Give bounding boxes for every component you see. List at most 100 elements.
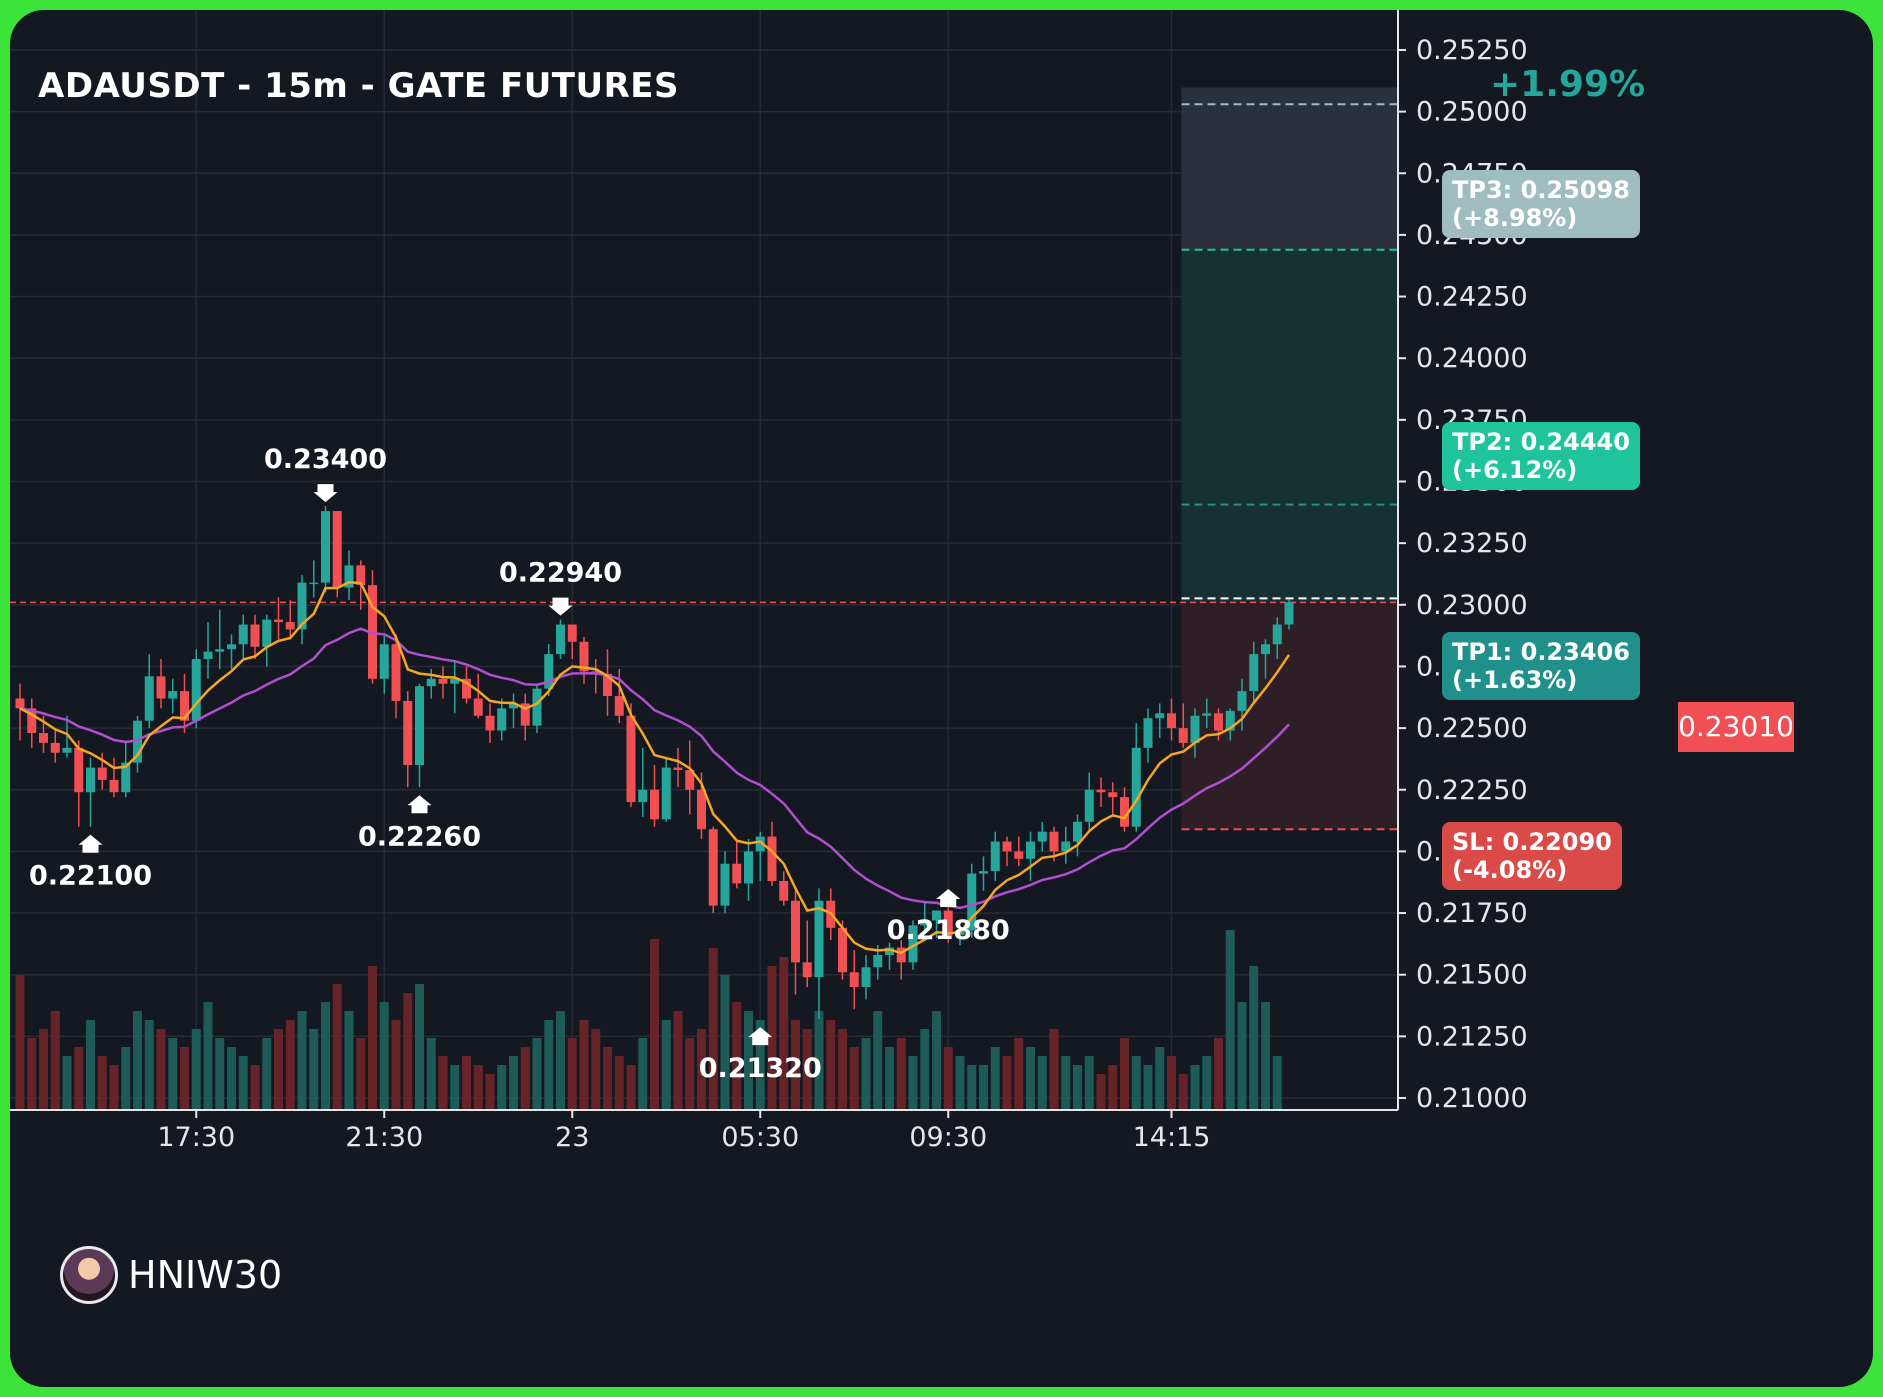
candle-body xyxy=(1096,789,1106,793)
volume-bar xyxy=(744,1011,753,1110)
candle-body xyxy=(697,789,706,830)
volume-bar xyxy=(1167,1056,1176,1110)
y-tick-label: 0.21000 xyxy=(1416,1083,1528,1114)
volume-bar xyxy=(932,1011,941,1110)
change-percent: +1.99% xyxy=(1490,64,1646,105)
volume-bar xyxy=(168,1038,178,1110)
volume-bar xyxy=(39,1029,48,1110)
volume-bar xyxy=(156,1029,166,1110)
volume-bar xyxy=(1131,1056,1141,1110)
candle xyxy=(603,649,612,716)
candle xyxy=(650,765,659,827)
tp1-label: TP1: 0.23406 (+1.63%) xyxy=(1442,632,1640,700)
candle-body xyxy=(426,678,436,687)
annotation-label: 0.22940 xyxy=(499,558,622,589)
candle xyxy=(708,826,718,914)
volume-bar xyxy=(920,1029,930,1110)
volume-bar xyxy=(1108,1065,1118,1110)
volume-bar xyxy=(344,1011,354,1110)
candle-body xyxy=(990,841,1000,872)
volume-bar xyxy=(356,1038,366,1110)
candle xyxy=(285,599,295,640)
candle xyxy=(638,747,648,817)
swing-annotation: 0.22940 xyxy=(499,558,622,616)
volume-bar xyxy=(321,1002,330,1110)
volume-bar xyxy=(1202,1056,1212,1110)
candle-body xyxy=(755,836,765,852)
candle xyxy=(133,715,142,773)
candle-body xyxy=(920,920,930,926)
x-tick-label: 05:30 xyxy=(721,1122,799,1153)
candle xyxy=(1131,723,1141,832)
candle-body xyxy=(438,678,448,684)
volume-bar xyxy=(1084,1056,1094,1110)
annotation-label: 0.22260 xyxy=(358,821,481,852)
candle-body xyxy=(1225,710,1235,731)
candle-body xyxy=(1002,841,1012,852)
candle xyxy=(755,831,765,881)
candle xyxy=(791,888,800,995)
tp2-percent: (+6.12%) xyxy=(1452,456,1578,484)
candle-body xyxy=(650,789,659,820)
volume-bar xyxy=(109,1065,119,1110)
candlestick-chart[interactable]: 0.22100 0.23400 0.22260 0.22940 0.21320 0.218… xyxy=(10,10,1873,1387)
candle-body xyxy=(144,676,154,721)
candle xyxy=(920,900,930,931)
candle xyxy=(462,666,471,704)
volume-bar xyxy=(591,1029,601,1110)
sl-label: SL: 0.22090 (-4.08%) xyxy=(1442,822,1622,890)
candle-body xyxy=(321,511,330,583)
candle xyxy=(379,634,389,694)
volume-bar xyxy=(462,1056,471,1110)
candle-body xyxy=(309,582,319,585)
tp1-zone xyxy=(1181,504,1398,603)
moving-averages xyxy=(19,581,1291,955)
candle-body xyxy=(579,641,589,672)
candle-body xyxy=(1261,644,1270,655)
x-tick-label: 17:30 xyxy=(157,1122,235,1153)
volume-bar xyxy=(1214,1038,1223,1110)
candle xyxy=(1096,777,1106,808)
volume-bar xyxy=(50,1011,60,1110)
volume-bar xyxy=(544,1020,554,1110)
candle xyxy=(391,634,401,719)
candle-body xyxy=(133,720,142,763)
volume-bar xyxy=(309,1029,319,1110)
candle xyxy=(450,661,460,714)
volume-bar xyxy=(767,966,777,1110)
volume-bar xyxy=(485,1074,495,1110)
candle-body xyxy=(27,708,37,734)
volume-bar xyxy=(297,1011,307,1110)
candle xyxy=(403,691,413,788)
candle xyxy=(227,634,236,669)
current-price-tag: 0.23010 xyxy=(1678,702,1794,752)
candle xyxy=(156,659,166,709)
volume-bar xyxy=(873,1011,883,1110)
volume-bar xyxy=(227,1047,236,1110)
candle xyxy=(532,683,542,734)
candle xyxy=(1037,821,1047,852)
volume-bar xyxy=(650,939,659,1110)
volume-bar xyxy=(86,1020,95,1110)
candle-body xyxy=(1061,841,1071,852)
candle xyxy=(368,570,377,684)
candle-body xyxy=(532,688,542,726)
swing-annotation: 0.21880 xyxy=(887,888,1010,946)
candle-body xyxy=(368,585,377,679)
volume-bar xyxy=(661,1020,671,1110)
candle-body xyxy=(979,871,988,874)
tp3-label: TP3: 0.25098 (+8.98%) xyxy=(1442,170,1640,238)
volume-bar xyxy=(990,1047,1000,1110)
candle xyxy=(62,715,72,758)
volume-bar xyxy=(826,1020,836,1110)
candle xyxy=(86,757,95,827)
candle xyxy=(861,954,871,1000)
candle-body xyxy=(450,678,460,684)
candle-body xyxy=(1037,831,1047,842)
x-tick-label: 14:15 xyxy=(1133,1122,1211,1153)
candle-body xyxy=(1167,713,1176,729)
brand: HNIW30 xyxy=(60,1246,282,1304)
candle xyxy=(967,863,977,938)
tp2-label: TP2: 0.24440 (+6.12%) xyxy=(1442,422,1640,490)
candle-body xyxy=(203,651,213,660)
